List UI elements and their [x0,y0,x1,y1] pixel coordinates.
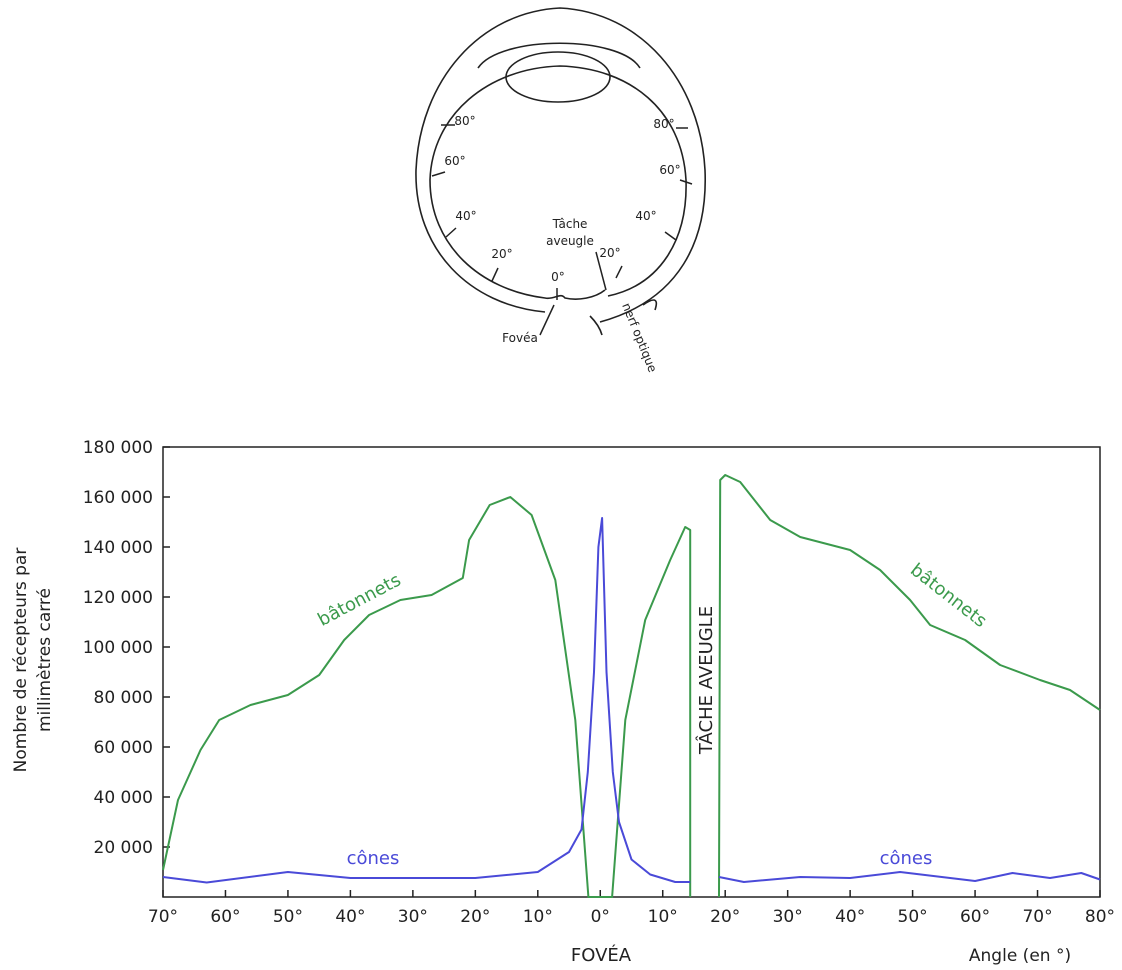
lens [505,51,611,103]
x-tick-label: 10° [648,907,678,927]
plot-frame [162,446,1101,898]
x-tick-label: 10° [523,907,553,927]
y-tick-label: 100 000 [83,638,153,658]
optic-nerve [589,299,658,336]
eye-angle-label: 0° [551,270,565,284]
eye-angle-label: 60° [444,154,465,168]
y-tick-label: 160 000 [83,488,153,508]
x-tick-label: 30° [398,907,428,927]
y-tick-label: 80 000 [94,688,153,708]
cornea [477,42,641,69]
y-tick-label: 60 000 [94,738,153,758]
x-tick-label: 50° [898,907,928,927]
x-tick-label: 50° [273,907,303,927]
y-tick-label: 140 000 [83,538,153,558]
x-tick-label: 20° [710,907,740,927]
x-tick-label: 40° [835,907,865,927]
x-tick-label: 70° [148,907,178,927]
annotation: FOVÉA [571,944,632,966]
x-tick-label: 80° [1085,907,1115,927]
x-tick-label: 60° [960,907,990,927]
eye-angle-label: 40° [635,209,656,223]
eye-angle-label: 20° [599,246,620,260]
x-tick-label: 30° [773,907,803,927]
x-tick-label: 0° [591,907,610,927]
y-axis-label: Nombre de récepteurs par [11,548,31,773]
line-series [162,517,1101,884]
blind-spot-label: Tâche [552,217,588,231]
eye-inner [429,65,687,300]
optic-nerve-label: nerf optique [619,301,660,374]
line-series [162,474,1101,898]
x-tick-label: 40° [335,907,365,927]
fovea-label: Fovéa [502,331,538,345]
annotation: TÂCHE AVEUGLE [695,606,717,755]
x-tick-label: 20° [460,907,490,927]
eye-angle-label: 40° [455,209,476,223]
y-tick-label: 180 000 [83,438,153,458]
angle-ticks [431,124,693,336]
y-tick-label: 20 000 [94,838,153,858]
eye-outer [415,7,706,323]
eye-angle-label: 80° [653,117,674,131]
eye-angle-label: 20° [491,247,512,261]
eye-angle-label: 80° [454,114,475,128]
y-tick-label: 40 000 [94,788,153,808]
y-axis-label: millimètres carré [35,588,55,732]
x-tick-label: 70° [1022,907,1052,927]
x-tick-label: 60° [210,907,240,927]
blind-spot-label: aveugle [546,234,594,248]
chart: 20 000 40 000 60 000 80 000 100 000 120 000 14… [11,438,1115,966]
eye-angle-label: 60° [659,163,680,177]
annotation: bâtonnets [906,559,991,631]
y-tick-label: 120 000 [83,588,153,608]
annotation: cônes [880,848,933,869]
eye-diagram: 80° 60° 40° 20° 0° 20° 40° 60° 80° Tâche aveugle Fo… [415,7,706,374]
x-axis-label: Angle (en °) [969,946,1071,966]
annotation: cônes [347,848,400,869]
annotation: bâtonnets [314,570,404,631]
